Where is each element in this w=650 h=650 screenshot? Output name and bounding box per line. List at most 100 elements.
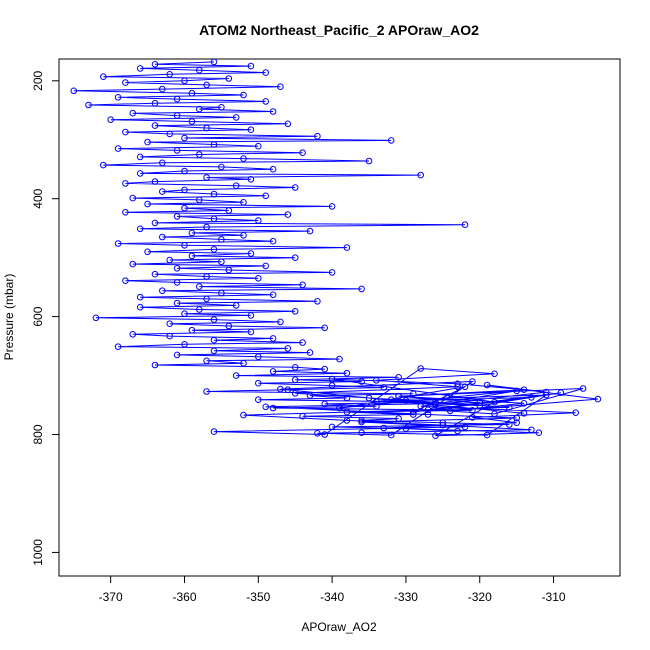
data-point: [410, 408, 417, 416]
data-point: [159, 287, 166, 295]
y-axis-label: Pressure (mbar): [2, 274, 16, 361]
data-point: [210, 316, 218, 323]
data-point: [151, 219, 159, 227]
data-point: [358, 418, 365, 426]
data-point: [100, 73, 107, 80]
data-point: [365, 157, 373, 165]
data-point: [439, 419, 447, 427]
data-point: [247, 312, 255, 319]
data-point: [254, 275, 262, 282]
x-tick-label: -370: [99, 590, 123, 604]
data-point: [173, 299, 181, 307]
data-point: [424, 411, 432, 418]
data-point: [520, 386, 528, 394]
data-point: [107, 116, 114, 123]
data-point: [262, 262, 270, 270]
data-point: [410, 411, 417, 418]
data-point: [136, 303, 144, 311]
data-point: [114, 94, 122, 101]
data-point: [306, 227, 314, 235]
data-point: [181, 167, 188, 175]
data-point: [432, 398, 439, 406]
data-point: [417, 365, 425, 372]
data-point: [203, 223, 210, 231]
data-point: [291, 390, 299, 397]
y-tick-label: 1000: [31, 539, 45, 566]
data-point: [506, 404, 513, 411]
data-point: [225, 266, 233, 274]
data-point: [328, 423, 336, 431]
data-point: [269, 237, 277, 245]
chart-title: ATOM2 Northeast_Pacific_2 APOraw_AO2: [199, 22, 479, 38]
data-point: [196, 306, 203, 313]
data-point: [410, 390, 417, 398]
data-point: [210, 215, 218, 223]
y-tick-label: 400: [31, 188, 45, 208]
data-point: [380, 384, 388, 391]
data-point: [210, 428, 218, 435]
data-point: [181, 77, 188, 85]
data-point: [254, 217, 262, 224]
data-point: [247, 250, 255, 257]
x-tick-label: -340: [320, 590, 344, 604]
data-series: [70, 58, 602, 440]
data-point: [240, 411, 247, 419]
data-point: [196, 151, 203, 158]
data-point: [358, 285, 365, 293]
data-point: [328, 269, 336, 276]
data-point: [218, 258, 225, 266]
data-point: [203, 124, 210, 132]
data-point: [491, 398, 498, 406]
data-point: [299, 149, 306, 156]
data-point: [173, 265, 181, 272]
data-point: [92, 314, 100, 322]
data-point: [314, 298, 321, 305]
data-point: [269, 291, 277, 299]
data-point: [572, 409, 580, 417]
data-point: [402, 397, 410, 404]
data-point: [159, 233, 166, 241]
x-tick-label: -360: [172, 590, 196, 604]
data-point: [196, 105, 203, 113]
data-point: [343, 394, 351, 402]
data-point: [181, 134, 188, 142]
data-point: [483, 431, 491, 439]
data-point: [461, 221, 469, 228]
data-point: [432, 432, 439, 440]
data-point: [387, 431, 395, 439]
data-point: [240, 359, 247, 367]
data-point: [173, 95, 181, 103]
data-point: [402, 425, 410, 432]
x-tick-label: -320: [468, 590, 492, 604]
data-point: [454, 427, 461, 435]
data-point: [203, 81, 210, 89]
data-point: [542, 391, 550, 399]
data-point: [159, 85, 166, 93]
data-point: [203, 388, 210, 395]
data-point: [284, 211, 292, 218]
data-point: [424, 406, 432, 414]
data-point: [358, 378, 365, 385]
data-point: [446, 407, 454, 415]
data-point: [321, 365, 329, 373]
data-point: [306, 349, 314, 356]
data-point: [395, 374, 402, 381]
data-point: [291, 254, 299, 262]
data-point: [240, 232, 247, 239]
data-point: [321, 431, 329, 438]
data-point: [542, 388, 550, 396]
y-tick-label: 800: [31, 424, 45, 444]
data-point: [358, 429, 365, 437]
data-point: [417, 402, 425, 410]
y-tick-label: 200: [31, 70, 45, 90]
data-point: [173, 279, 181, 286]
data-point: [144, 138, 151, 146]
data-point: [417, 171, 425, 179]
data-point: [129, 331, 137, 338]
data-point: [594, 395, 602, 403]
data-point: [173, 213, 181, 220]
data-point: [328, 382, 336, 389]
data-point: [454, 380, 461, 388]
data-point: [328, 375, 336, 383]
data-point: [387, 396, 395, 404]
